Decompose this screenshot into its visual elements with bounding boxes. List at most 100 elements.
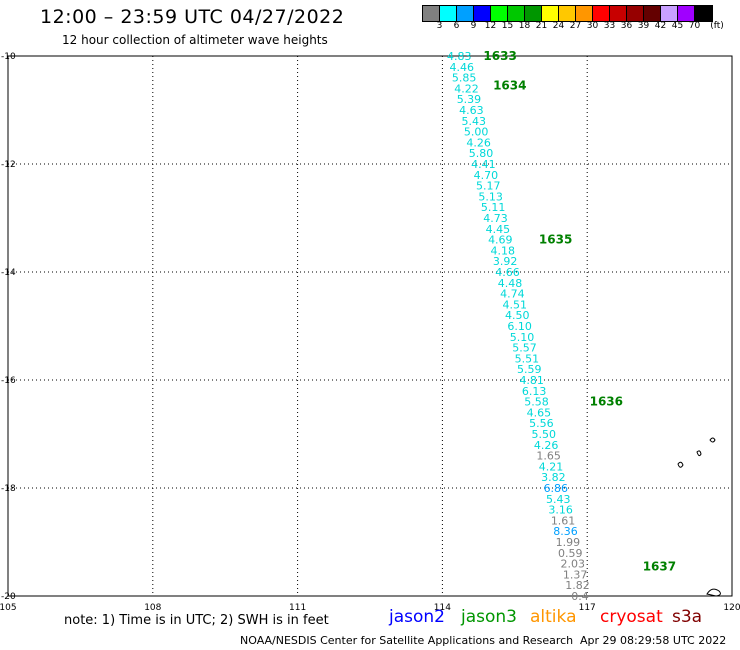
y-tick-label: -20 [1,592,16,602]
wave-height-value: 4.48 [498,277,523,290]
wave-height-value: 4.74 [500,288,525,301]
map-frame [7,55,733,597]
legend-label: 42 [654,21,667,31]
x-tick-label: 105 [0,603,17,613]
color-legend-labels: 3 6 9 12 15 18 21 24 27 30 33 36 39 42 45 70 (ft) [422,21,740,33]
legend-swatch [678,6,695,21]
wave-height-value: 5.00 [464,126,489,139]
pass-time-label: 1635 [539,233,572,247]
color-legend [422,5,713,22]
legend-swatch [440,6,457,21]
wave-height-value: 5.11 [481,201,506,214]
legend-label: 70 [688,21,701,31]
legend-label: 12 [484,21,497,31]
legend-label: 9 [470,21,477,31]
wave-height-value: 4.70 [474,169,499,182]
wave-height-value: 4.26 [466,136,491,149]
pass-time-label: 1633 [483,49,516,63]
satellite-altika: altika [530,607,577,627]
wave-height-value: 5.80 [469,147,494,160]
wave-height-value: 4.69 [488,234,513,247]
y-tick-label: -12 [1,160,16,170]
wave-height-value: 4.83 [447,50,472,63]
legend-swatch [457,6,474,21]
wave-height-value: 1.65 [536,450,561,463]
wave-height-value: 1.99 [556,536,581,549]
wave-height-value: 4.81 [519,374,544,387]
wave-height-value: 4.46 [449,61,474,74]
wave-height-value: 4.26 [534,439,559,452]
wave-height-value: 0.4 [571,590,589,603]
legend-swatch [508,6,525,21]
page-title: 12:00 – 23:59 UTC 04/27/2022 [40,6,345,28]
satellite-s3a: s3a [672,607,703,627]
island-shape [677,461,684,468]
x-tick-label: 114 [434,603,451,613]
wave-height-value: 4.50 [505,309,530,322]
wave-height-value: 0.59 [558,547,583,560]
x-tick-label: 111 [289,603,306,613]
wave-height-value: 3.92 [493,255,518,268]
satellite-cryosat: cryosat [600,607,663,627]
legend-swatch [593,6,610,21]
pass-time-label: 1636 [590,395,623,409]
y-tick-label: -18 [1,484,16,494]
pass-time-label: 1637 [643,559,676,573]
legend-label: 45 [671,21,684,31]
legend-swatch [661,6,678,21]
wave-height-value: 1.82 [565,579,590,592]
wave-height-value: 5.58 [524,396,549,409]
legend-label: 36 [620,21,633,31]
wave-height-value: 6.13 [522,385,547,398]
wave-height-value: 3.16 [548,504,573,517]
legend-label: 18 [518,21,531,31]
legend-label: 27 [569,21,582,31]
wave-height-value: 5.85 [452,72,477,85]
wave-height-value: 5.59 [517,363,542,376]
island-shape [706,588,721,597]
legend-label: 15 [501,21,514,31]
wave-height-value: 4.66 [495,266,520,279]
wave-height-value: 2.03 [560,558,585,571]
legend-unit: (ft) [710,21,724,31]
legend-swatch [695,6,712,21]
wave-height-value: 4.45 [486,223,511,236]
wave-height-value: 5.17 [476,180,501,193]
wave-height-value: 5.56 [529,417,554,430]
legend-label: 21 [535,21,548,31]
y-tick-label: -16 [1,376,16,386]
page-subtitle: 12 hour collection of altimeter wave hei… [62,33,328,47]
wave-height-value: 8.36 [553,525,578,538]
wave-height-value: 4.18 [490,244,515,257]
island-shape [709,437,716,443]
wave-height-value: 5.51 [515,352,540,365]
wave-height-value: 6.86 [544,482,569,495]
wave-height-value: 6.10 [507,320,532,333]
footer-credit: NOAA/NESDIS Center for Satellite Applica… [240,634,574,647]
legend-swatch [491,6,508,21]
legend-label: 39 [637,21,650,31]
wave-height-value: 1.37 [563,568,588,581]
wave-height-value: 5.43 [546,493,571,506]
legend-swatch [576,6,593,21]
x-tick-label: 120 [723,603,740,613]
wave-height-value: 5.10 [510,331,535,344]
satellite-jason2: jason2 [389,607,445,627]
legend-label: 30 [586,21,599,31]
legend-swatch [542,6,559,21]
wave-height-value: 1.61 [551,514,576,527]
wave-height-value: 4.22 [454,82,479,95]
legend-swatch [644,6,661,21]
legend-swatch [423,6,440,21]
wave-height-value: 4.21 [539,460,564,473]
legend-swatch [610,6,627,21]
legend-swatch [525,6,542,21]
wave-height-value: 5.57 [512,342,537,355]
wave-height-value: 4.51 [503,298,528,311]
legend-swatch [627,6,644,21]
satellite-jason3: jason3 [461,607,517,627]
wave-height-value: 4.65 [527,406,552,419]
legend-swatch [559,6,576,21]
wave-height-value: 4.63 [459,104,484,117]
